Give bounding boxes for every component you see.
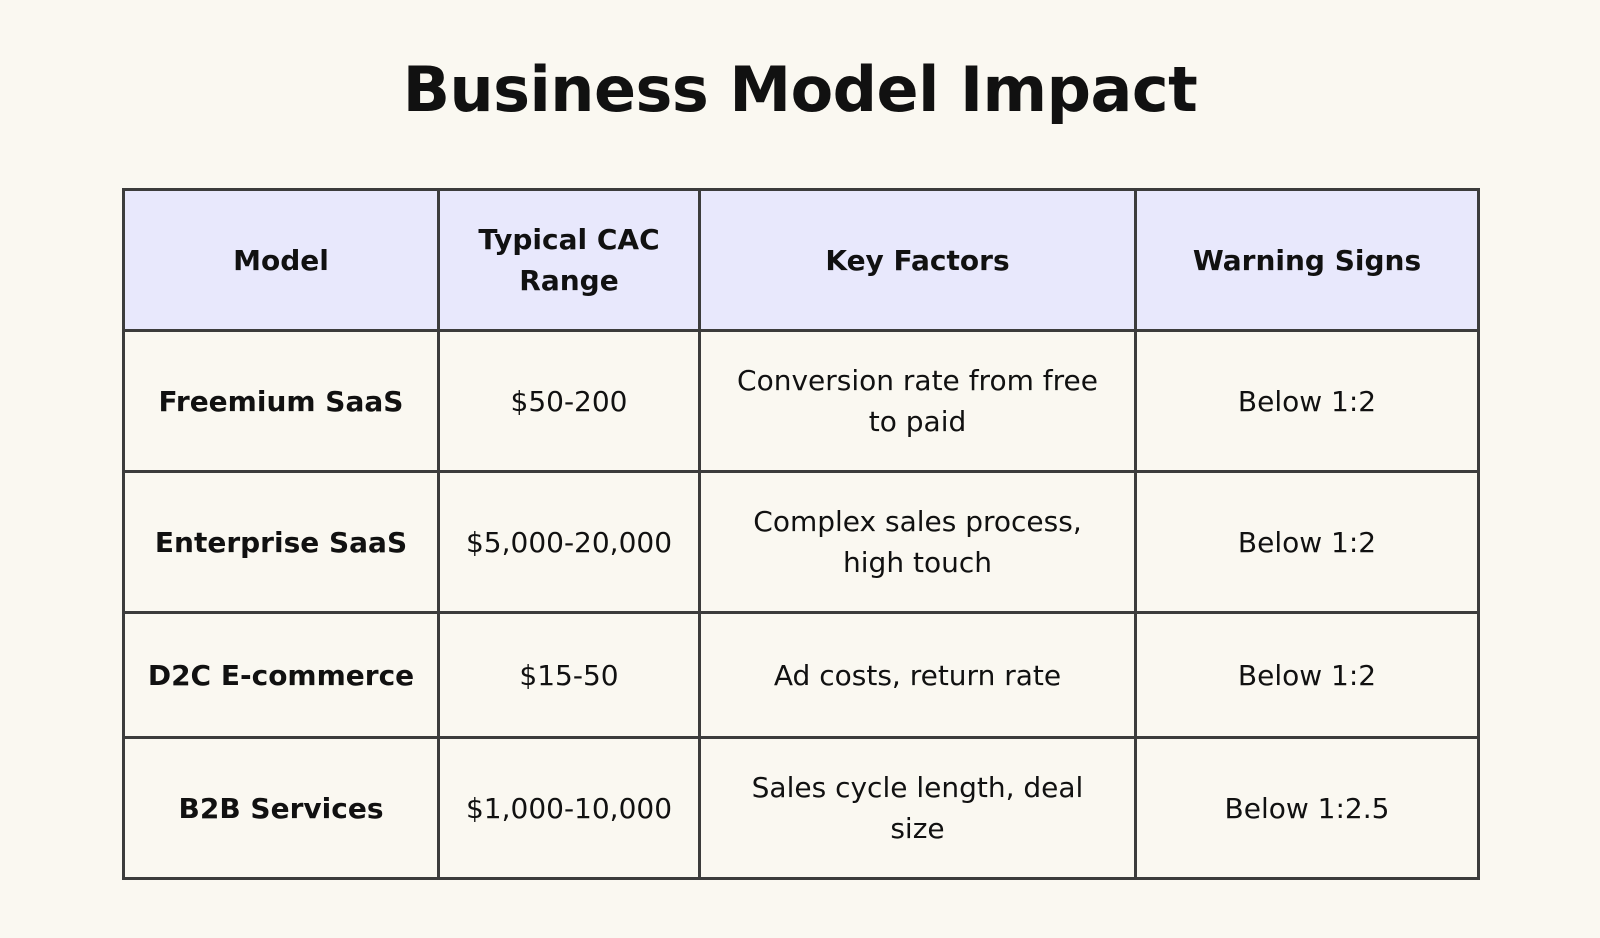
header-key-factors: Key Factors: [698, 188, 1137, 332]
cell-warning-signs: Below 1:2: [1134, 611, 1480, 739]
cell-key-factors: Complex sales process, high touch: [698, 470, 1137, 614]
header-cac-range: Typical CAC Range: [437, 188, 701, 332]
table-row: Enterprise SaaS $5,000-20,000 Complex sa…: [122, 470, 1480, 614]
header-model: Model: [122, 188, 440, 332]
cell-model: Freemium SaaS: [122, 329, 440, 473]
cell-model: B2B Services: [122, 736, 440, 880]
page-title: Business Model Impact: [402, 53, 1198, 126]
table-row: D2C E-commerce $15-50 Ad costs, return r…: [122, 611, 1480, 739]
business-model-table: Model Typical CAC Range Key Factors Warn…: [122, 188, 1480, 880]
cell-cac-range: $5,000-20,000: [437, 470, 701, 614]
cell-cac-range: $1,000-10,000: [437, 736, 701, 880]
table-header-row: Model Typical CAC Range Key Factors Warn…: [122, 188, 1480, 332]
cell-warning-signs: Below 1:2.5: [1134, 736, 1480, 880]
table-row: Freemium SaaS $50-200 Conversion rate fr…: [122, 329, 1480, 473]
cell-warning-signs: Below 1:2: [1134, 470, 1480, 614]
cell-key-factors: Ad costs, return rate: [698, 611, 1137, 739]
cell-warning-signs: Below 1:2: [1134, 329, 1480, 473]
cell-key-factors: Sales cycle length, deal size: [698, 736, 1137, 880]
cell-cac-range: $50-200: [437, 329, 701, 473]
cell-cac-range: $15-50: [437, 611, 701, 739]
cell-key-factors: Conversion rate from free to paid: [698, 329, 1137, 473]
table-row: B2B Services $1,000-10,000 Sales cycle l…: [122, 736, 1480, 880]
header-warning-signs: Warning Signs: [1134, 188, 1480, 332]
cell-model: Enterprise SaaS: [122, 470, 440, 614]
cell-model: D2C E-commerce: [122, 611, 440, 739]
